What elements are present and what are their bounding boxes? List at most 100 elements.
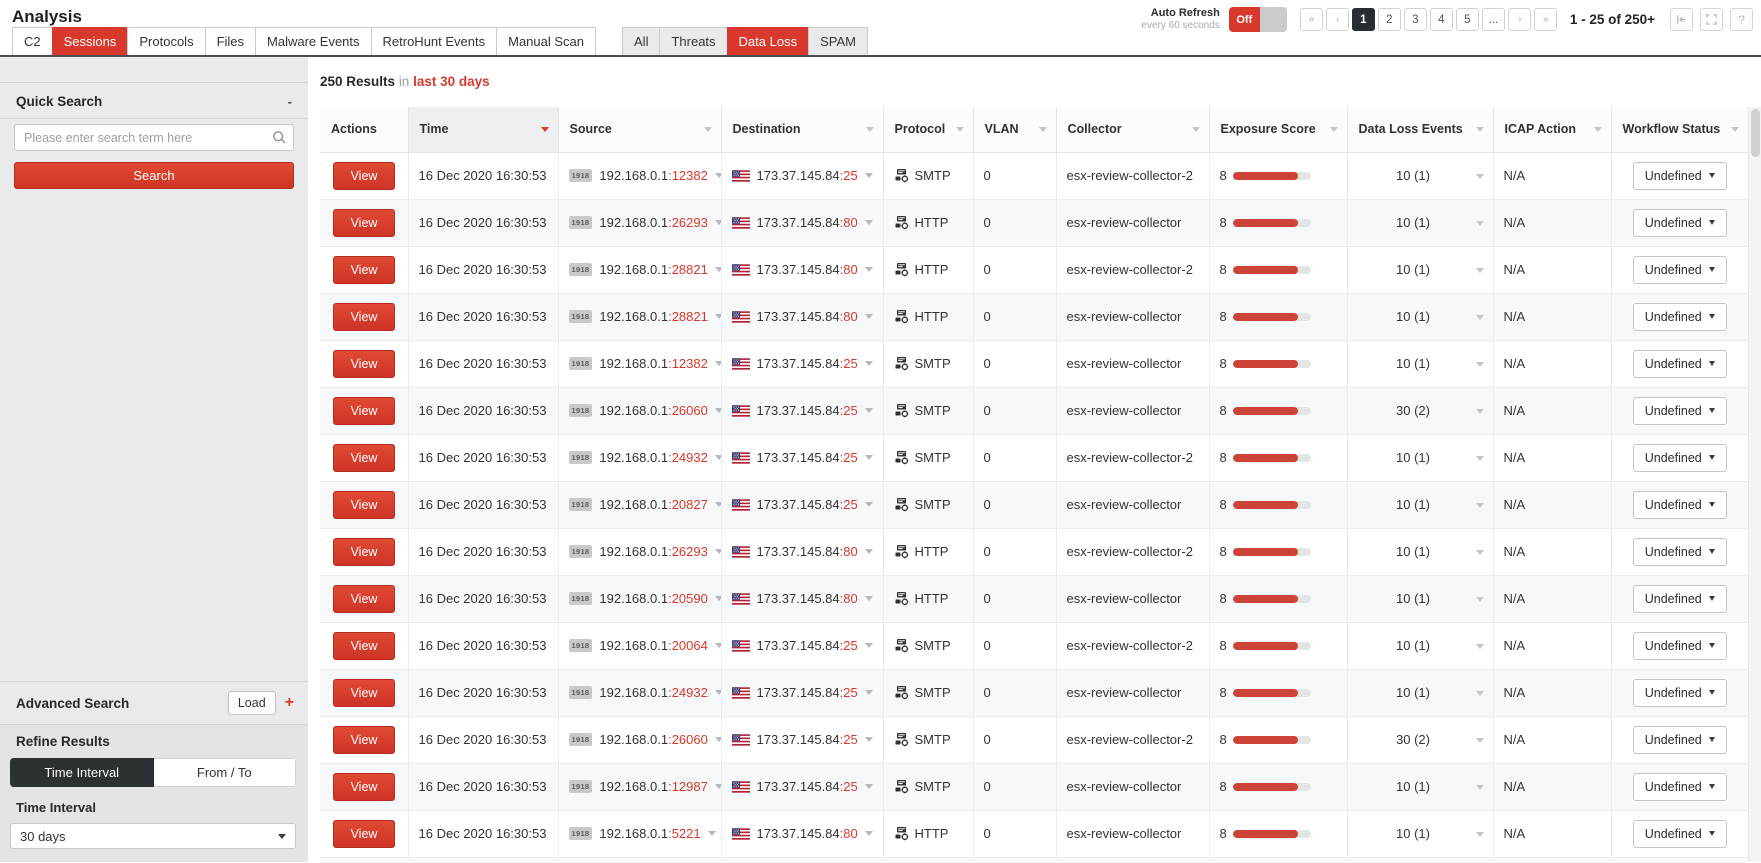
column-header-time[interactable]: Time [407, 107, 559, 153]
collapse-section-button[interactable]: - [287, 93, 292, 109]
workflow-status-button[interactable]: Undefined [1632, 255, 1727, 284]
tab-malware-events[interactable]: Malware Events [255, 27, 372, 55]
page-last-button[interactable]: » [1533, 8, 1557, 31]
filter-tab-spam[interactable]: SPAM [808, 27, 868, 55]
destination-menu-icon[interactable] [864, 267, 873, 272]
data-loss-menu-icon[interactable] [1475, 408, 1484, 414]
view-button[interactable]: View [333, 537, 395, 566]
sort-caret-icon[interactable] [865, 127, 874, 132]
data-loss-menu-icon[interactable] [1475, 549, 1484, 555]
data-loss-menu-icon[interactable] [1475, 643, 1484, 649]
workflow-status-button[interactable]: Undefined [1632, 537, 1727, 566]
workflow-status-button[interactable]: Undefined [1632, 678, 1727, 707]
scrollbar-thumb[interactable] [1751, 109, 1760, 157]
tab-manual-scan[interactable]: Manual Scan [496, 27, 597, 55]
destination-menu-icon[interactable] [864, 784, 873, 789]
page-number-button[interactable]: 4 [1429, 8, 1453, 31]
column-header-source[interactable]: Source [557, 107, 722, 153]
destination-menu-icon[interactable] [864, 173, 873, 178]
view-button[interactable]: View [333, 584, 395, 613]
workflow-status-button[interactable]: Undefined [1632, 631, 1727, 660]
destination-menu-icon[interactable] [864, 361, 873, 366]
workflow-status-button[interactable]: Undefined [1632, 819, 1727, 848]
sort-caret-icon[interactable] [1475, 127, 1484, 132]
view-button[interactable]: View [333, 349, 395, 378]
data-loss-menu-icon[interactable] [1475, 173, 1484, 179]
workflow-status-button[interactable]: Undefined [1632, 490, 1727, 519]
sort-caret-icon[interactable] [703, 127, 712, 132]
column-header-destination[interactable]: Destination [720, 107, 884, 153]
search-input[interactable] [14, 124, 294, 151]
destination-menu-icon[interactable] [864, 455, 873, 460]
destination-menu-icon[interactable] [864, 596, 873, 601]
view-button[interactable]: View [333, 396, 395, 425]
view-button[interactable]: View [333, 772, 395, 801]
data-loss-menu-icon[interactable] [1475, 220, 1484, 226]
workflow-status-button[interactable]: Undefined [1632, 302, 1727, 331]
destination-menu-icon[interactable] [864, 737, 873, 742]
workflow-status-button[interactable]: Undefined [1632, 396, 1727, 425]
view-button[interactable]: View [333, 725, 395, 754]
sort-caret-icon[interactable] [955, 127, 964, 132]
search-button[interactable]: Search [14, 162, 294, 189]
column-header-icap-action[interactable]: ICAP Action [1492, 107, 1612, 153]
source-menu-icon[interactable] [714, 690, 720, 695]
help-icon[interactable]: ? [1730, 8, 1753, 31]
view-button[interactable]: View [333, 161, 395, 190]
column-header-collector[interactable]: Collector [1055, 107, 1210, 153]
tab-retrohunt-events[interactable]: RetroHunt Events [370, 27, 498, 55]
page-first-button[interactable]: « [1299, 8, 1323, 31]
view-button[interactable]: View [333, 678, 395, 707]
source-menu-icon[interactable] [707, 831, 716, 836]
dock-panel-icon[interactable] [1670, 8, 1693, 31]
destination-menu-icon[interactable] [864, 502, 873, 507]
destination-menu-icon[interactable] [864, 549, 873, 554]
tab-files[interactable]: Files [204, 27, 257, 55]
data-loss-menu-icon[interactable] [1475, 596, 1484, 602]
time-interval-select[interactable]: 30 days [10, 823, 296, 849]
source-menu-icon[interactable] [714, 267, 720, 272]
column-header-workflow-status[interactable]: Workflow Status [1610, 107, 1748, 153]
page-number-button[interactable]: 2 [1377, 8, 1401, 31]
data-loss-menu-icon[interactable] [1475, 502, 1484, 508]
auto-refresh-toggle[interactable]: Off [1228, 7, 1287, 32]
view-button[interactable]: View [333, 819, 395, 848]
data-loss-menu-icon[interactable] [1475, 784, 1484, 790]
source-menu-icon[interactable] [714, 784, 720, 789]
destination-menu-icon[interactable] [864, 643, 873, 648]
source-menu-icon[interactable] [714, 408, 720, 413]
source-menu-icon[interactable] [714, 596, 720, 601]
data-loss-menu-icon[interactable] [1475, 737, 1484, 743]
page-next-button[interactable]: › [1507, 8, 1531, 31]
sort-caret-icon[interactable] [1191, 127, 1200, 132]
sort-caret-icon[interactable] [1731, 127, 1739, 132]
sort-caret-icon[interactable] [1038, 127, 1047, 132]
sort-caret-icon[interactable] [1329, 127, 1338, 132]
destination-menu-icon[interactable] [864, 690, 873, 695]
source-menu-icon[interactable] [714, 737, 720, 742]
workflow-status-button[interactable]: Undefined [1632, 161, 1727, 190]
data-loss-menu-icon[interactable] [1475, 690, 1484, 696]
column-header-exposure-score[interactable]: Exposure Score [1208, 107, 1348, 153]
workflow-status-button[interactable]: Undefined [1632, 208, 1727, 237]
page-prev-button[interactable]: ‹ [1325, 8, 1349, 31]
load-button[interactable]: Load [227, 691, 276, 715]
vertical-scrollbar[interactable] [1748, 107, 1761, 862]
source-menu-icon[interactable] [714, 314, 720, 319]
add-search-button[interactable]: + [284, 694, 294, 711]
sort-caret-icon[interactable] [540, 127, 549, 132]
sort-caret-icon[interactable] [1593, 127, 1602, 132]
page-number-button[interactable]: 5 [1455, 8, 1479, 31]
tab-sessions[interactable]: Sessions [51, 27, 129, 55]
time-interval-mode-button[interactable]: Time Interval [10, 758, 154, 787]
source-menu-icon[interactable] [714, 549, 720, 554]
fullscreen-icon[interactable] [1700, 8, 1723, 31]
source-menu-icon[interactable] [714, 173, 720, 178]
page-number-button[interactable]: 3 [1403, 8, 1427, 31]
source-menu-icon[interactable] [714, 502, 720, 507]
view-button[interactable]: View [333, 255, 395, 284]
view-button[interactable]: View [333, 208, 395, 237]
page-number-button[interactable]: 1 [1351, 8, 1375, 31]
destination-menu-icon[interactable] [864, 408, 873, 413]
tab-c2[interactable]: C2 [12, 27, 53, 55]
